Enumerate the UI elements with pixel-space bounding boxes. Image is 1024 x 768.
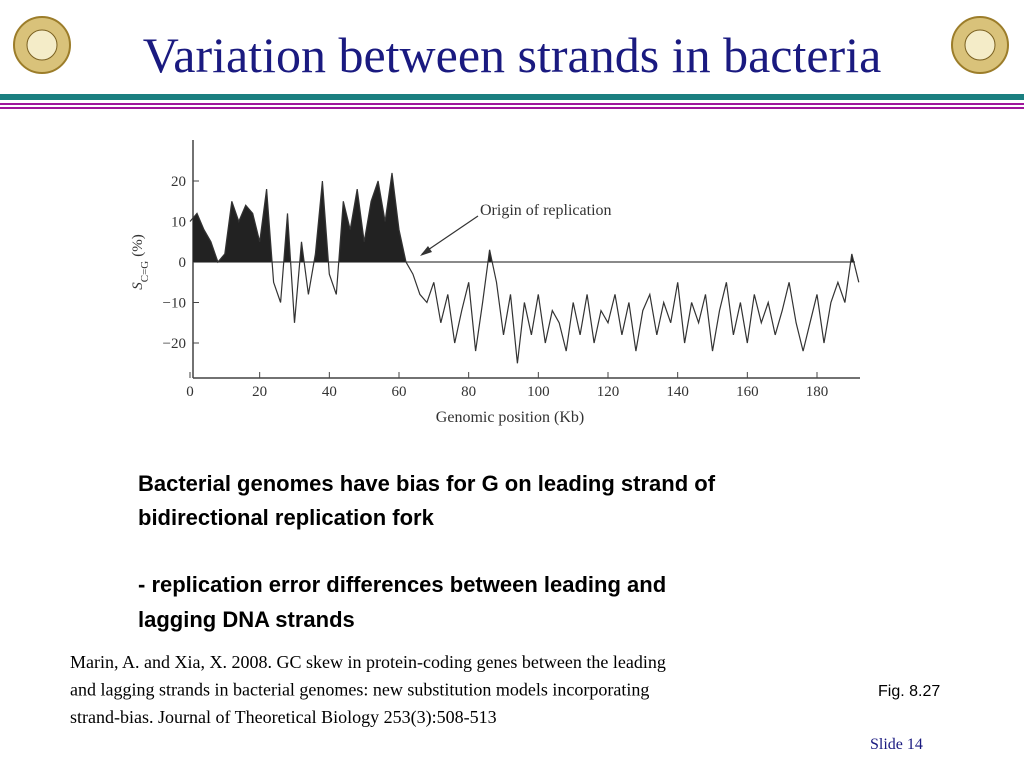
x-tick-label: 120 bbox=[597, 384, 620, 400]
annotation: Origin of replication bbox=[480, 202, 612, 219]
x-tick-label: 180 bbox=[806, 384, 829, 400]
y-axis-label-part: S bbox=[130, 282, 146, 290]
x-axis-label: Genomic position (Kb) bbox=[436, 409, 584, 426]
body-text: Bacterial genomes have bias for G on lea… bbox=[138, 471, 716, 496]
positive-area bbox=[193, 172, 859, 262]
title-rule bbox=[0, 107, 1024, 109]
x-tick-label: 100 bbox=[527, 384, 550, 400]
y-tick-label: −10 bbox=[163, 296, 186, 312]
x-tick-label: 160 bbox=[736, 384, 759, 400]
x-tick-label: 40 bbox=[322, 384, 337, 400]
y-axis-label: SC=G (%) bbox=[130, 234, 151, 289]
skew-line bbox=[189, 172, 860, 364]
y-tick-label: 0 bbox=[179, 255, 187, 271]
x-tick-label: 140 bbox=[666, 384, 689, 400]
title-rule bbox=[0, 103, 1024, 105]
y-tick-label: 20 bbox=[171, 174, 186, 190]
y-axis-label-part: C=G bbox=[139, 261, 151, 283]
y-tick-label: 10 bbox=[171, 215, 186, 231]
body-text: bidirectional replication fork bbox=[138, 505, 435, 530]
body-text: - replication error differences between … bbox=[138, 572, 666, 597]
text-block: Bacterial genomes have bias for G on lea… bbox=[70, 471, 940, 753]
y-axis-label-part: (%) bbox=[130, 234, 146, 257]
title-rule bbox=[0, 94, 1024, 100]
x-tick-label: 20 bbox=[252, 384, 267, 400]
x-tick-label: 60 bbox=[392, 384, 407, 400]
figure-label: Fig. 8.27 bbox=[878, 683, 940, 700]
x-tick-label: 0 bbox=[186, 384, 194, 400]
reference-text: Marin, A. and Xia, X. 2008. GC skew in p… bbox=[70, 652, 666, 672]
emblem-right bbox=[951, 16, 1009, 74]
reference-text: and lagging strands in bacterial genomes… bbox=[70, 680, 649, 700]
y-tick-label: −20 bbox=[163, 336, 186, 352]
x-tick-label: 80 bbox=[461, 384, 476, 400]
reference-text: strand-bias. Journal of Theoretical Biol… bbox=[70, 707, 497, 728]
slide-number: Slide 14 bbox=[870, 736, 923, 753]
body-text: lagging DNA strands bbox=[138, 607, 355, 632]
chart: −20 −10 0 10 20 0 20 40 60 80 100 120 140 160 180 Genom… bbox=[130, 140, 860, 426]
arrow-head bbox=[420, 246, 432, 256]
annotation-arrow bbox=[421, 215, 479, 255]
slide-title: Variation between strands in bacteria bbox=[143, 27, 882, 83]
emblem-left bbox=[13, 16, 71, 74]
